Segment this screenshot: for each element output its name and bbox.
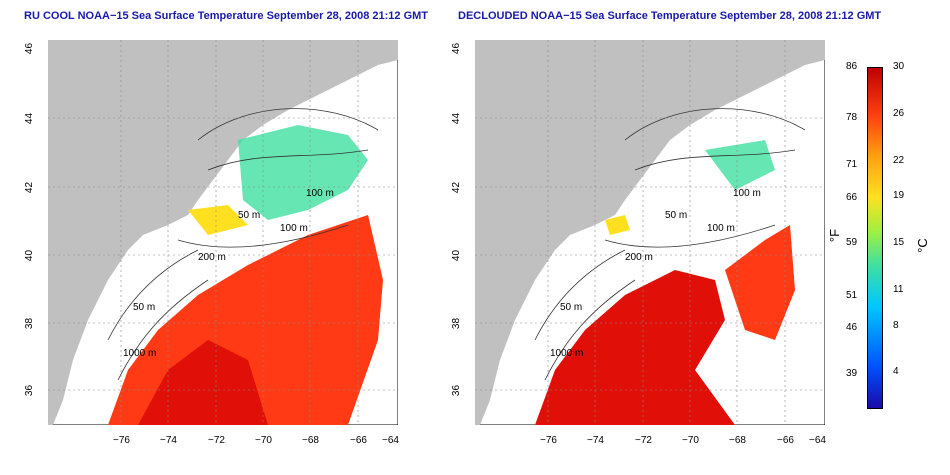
cb-c-label: 8 bbox=[893, 320, 899, 331]
contour-label-1000m: 1000 m bbox=[123, 348, 157, 359]
lon-tick: −64 bbox=[809, 435, 826, 446]
unit-celsius: °C bbox=[914, 238, 930, 253]
contour-label-100m-a: 100 m bbox=[306, 188, 334, 199]
lat-tick: 36 bbox=[451, 384, 463, 397]
contour-label-100m-b: 100 m bbox=[280, 223, 308, 234]
cb-f-label: 46 bbox=[846, 322, 858, 333]
lon-tick: −72 bbox=[635, 435, 652, 446]
lon-tick: −72 bbox=[208, 435, 225, 446]
lat-tick: 40 bbox=[24, 249, 36, 262]
contour-label-50m-b: 50 m bbox=[560, 302, 583, 313]
contour-label-100m-a: 100 m bbox=[733, 188, 761, 199]
lon-tick: −66 bbox=[350, 435, 367, 446]
map-right-svg bbox=[475, 40, 825, 425]
cb-f-label: 86 bbox=[846, 61, 858, 72]
lat-tick: 44 bbox=[24, 112, 36, 125]
contour-label-50m-b: 50 m bbox=[133, 302, 156, 313]
cb-c-label: 26 bbox=[893, 108, 905, 119]
title-right: DECLOUDED NOAA−15 Sea Surface Temperatur… bbox=[458, 10, 882, 22]
lat-tick: 36 bbox=[24, 384, 36, 397]
cb-c-label: 22 bbox=[893, 155, 905, 166]
map-left-svg bbox=[48, 40, 398, 425]
lat-tick: 46 bbox=[451, 42, 463, 55]
lat-tick: 46 bbox=[24, 42, 36, 55]
contour-label-1000m: 1000 m bbox=[550, 348, 584, 359]
lon-tick: −74 bbox=[160, 435, 177, 446]
lon-tick: −76 bbox=[113, 435, 130, 446]
cb-f-label: 51 bbox=[846, 290, 858, 301]
colorbar bbox=[867, 67, 883, 409]
map-left-panel[interactable]: 100 m 100 m 50 m 200 m 50 m 1000 m bbox=[48, 40, 398, 425]
contour-label-100m-b: 100 m bbox=[707, 223, 735, 234]
unit-fahrenheit: °F bbox=[827, 228, 843, 243]
contour-label-50m-a: 50 m bbox=[665, 210, 688, 221]
title-left: RU COOL NOAA−15 Sea Surface Temperature … bbox=[24, 10, 429, 22]
lon-tick: −66 bbox=[777, 435, 794, 446]
lon-tick: −68 bbox=[302, 435, 319, 446]
cb-f-label: 71 bbox=[846, 159, 858, 170]
cb-c-label: 19 bbox=[893, 190, 905, 201]
cb-f-label: 78 bbox=[846, 112, 858, 123]
lon-tick: −70 bbox=[682, 435, 699, 446]
contour-label-200m: 200 m bbox=[625, 252, 653, 263]
contour-label-200m: 200 m bbox=[198, 252, 226, 263]
lon-tick: −74 bbox=[587, 435, 604, 446]
lat-tick: 38 bbox=[451, 317, 463, 330]
lat-tick: 38 bbox=[24, 317, 36, 330]
lat-tick: 42 bbox=[24, 181, 36, 194]
cb-c-label: 11 bbox=[893, 284, 904, 295]
map-right-panel[interactable]: 100 m 100 m 50 m 200 m 50 m 1000 m bbox=[475, 40, 825, 425]
lat-tick: 42 bbox=[451, 181, 463, 194]
cb-c-label: 4 bbox=[893, 366, 899, 377]
cb-f-label: 66 bbox=[846, 192, 858, 203]
lon-tick: −64 bbox=[382, 435, 399, 446]
lon-tick: −70 bbox=[255, 435, 272, 446]
lon-tick: −76 bbox=[540, 435, 557, 446]
cb-f-label: 59 bbox=[846, 237, 858, 248]
lon-tick: −68 bbox=[729, 435, 746, 446]
cb-f-label: 39 bbox=[846, 368, 858, 379]
cb-c-label: 30 bbox=[893, 61, 905, 72]
contour-label-50m-a: 50 m bbox=[238, 210, 261, 221]
cb-c-label: 15 bbox=[893, 237, 905, 248]
lat-tick: 44 bbox=[451, 112, 463, 125]
lat-tick: 40 bbox=[451, 249, 463, 262]
